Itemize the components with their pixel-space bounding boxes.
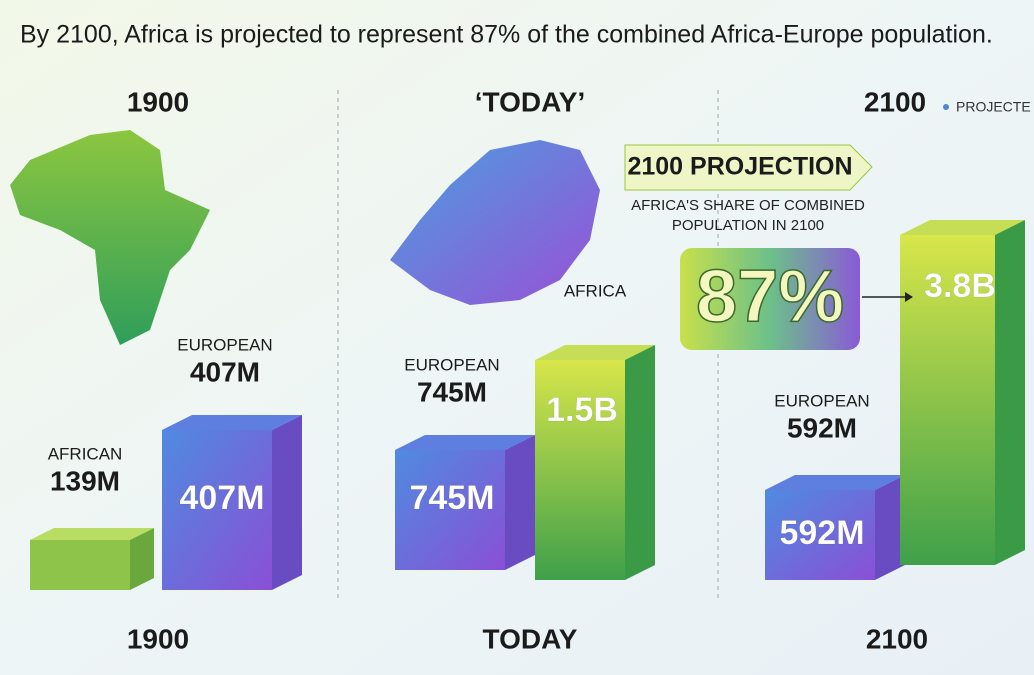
block-label: EUROPEAN bbox=[177, 335, 272, 354]
block-face bbox=[900, 220, 1025, 235]
block-face bbox=[162, 415, 302, 430]
share-value: 87% bbox=[696, 255, 844, 338]
footer: 1900 bbox=[127, 623, 189, 654]
bullet bbox=[943, 104, 949, 110]
block-face bbox=[30, 540, 130, 590]
banner-text: 2100 PROJECTION bbox=[627, 153, 852, 181]
block-face bbox=[535, 345, 655, 360]
share-box bbox=[680, 248, 860, 350]
block-face bbox=[995, 220, 1025, 565]
block-face bbox=[875, 475, 905, 580]
arrowhead bbox=[905, 292, 913, 302]
block-face bbox=[505, 435, 535, 570]
block-value: 139M bbox=[50, 465, 120, 496]
africa-map bbox=[10, 130, 210, 345]
blocks bbox=[30, 220, 1025, 590]
tag: PROJECTE bbox=[956, 99, 1031, 115]
footer: TODAY bbox=[483, 623, 578, 654]
block-face bbox=[765, 490, 875, 580]
heading: 1900 bbox=[127, 86, 189, 117]
block-value: 592M bbox=[787, 412, 857, 443]
footer: 2100 bbox=[866, 623, 928, 654]
block-face bbox=[272, 415, 302, 590]
block-inner-label: 745M bbox=[409, 479, 494, 517]
block-face bbox=[130, 528, 154, 590]
europe-map bbox=[390, 140, 600, 305]
caption: POPULATION IN 2100 bbox=[672, 217, 824, 234]
projection-banner bbox=[624, 144, 873, 191]
block-inner-label: 592M bbox=[779, 514, 864, 552]
caption: AFRICA'S SHARE OF COMBINED bbox=[631, 197, 865, 214]
block-face bbox=[395, 450, 505, 570]
block-face bbox=[30, 528, 154, 540]
block-value: 745M bbox=[417, 376, 487, 407]
block-inner-label: 1.5B bbox=[546, 391, 618, 429]
block-value: 407M bbox=[190, 356, 260, 387]
block-label: AFRICAN bbox=[48, 444, 123, 463]
heading: ‘TODAY’ bbox=[475, 86, 585, 117]
block-face bbox=[765, 475, 905, 490]
block-label: AFRICA bbox=[564, 281, 627, 300]
heading: 2100 bbox=[864, 86, 926, 117]
block-face bbox=[162, 430, 272, 590]
block-label: EUROPEAN bbox=[774, 391, 869, 410]
block-inner-label: 407M bbox=[179, 479, 264, 517]
block-face bbox=[535, 360, 625, 580]
block-face bbox=[625, 345, 655, 580]
block-face bbox=[395, 435, 535, 450]
block-inner-label: 3.8B bbox=[924, 267, 996, 305]
block-face bbox=[900, 235, 995, 565]
title: By 2100, Africa is projected to represen… bbox=[20, 21, 993, 49]
block-label: EUROPEAN bbox=[404, 355, 499, 374]
